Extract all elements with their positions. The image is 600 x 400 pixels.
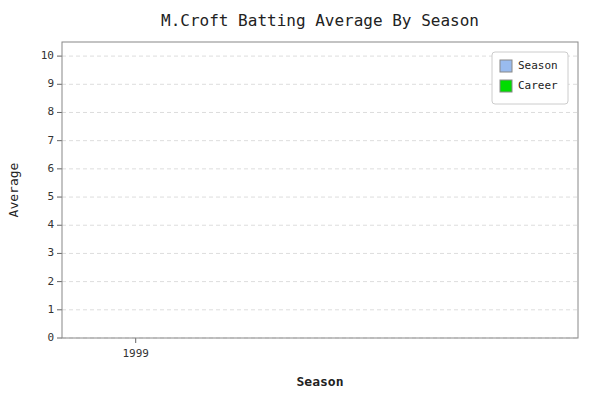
tick-label: 10 — [41, 49, 54, 62]
tick-mark — [57, 225, 62, 226]
plot-frame — [62, 42, 578, 338]
tick-mark — [135, 338, 136, 343]
tick-mark — [57, 140, 62, 141]
tick-mark — [57, 168, 62, 169]
grid-line — [62, 197, 578, 198]
tick-label: 0 — [47, 331, 54, 344]
tick-label: 3 — [47, 246, 54, 259]
chart-container: 0 1 2 3 4 5 6 7 8 9 10 1999 M.Croft Batting Average … — [0, 0, 600, 400]
legend-label: Career — [518, 79, 558, 92]
tick-mark — [57, 56, 62, 57]
tick-mark — [57, 84, 62, 85]
tick-label: 5 — [47, 190, 54, 203]
tick-label: 4 — [47, 218, 54, 231]
x-axis-label: Season — [297, 374, 344, 389]
grid-line — [62, 253, 578, 254]
tick-label: 1 — [47, 303, 54, 316]
y-axis-label: Average — [6, 162, 21, 217]
tick-label: 8 — [47, 105, 54, 118]
tick-mark — [57, 253, 62, 254]
grid-line — [62, 140, 578, 141]
grid-line — [62, 309, 578, 310]
x-axis: 1999 — [122, 338, 149, 360]
legend-label: Season — [518, 59, 558, 72]
plot-background — [62, 42, 578, 338]
grid-line — [62, 225, 578, 226]
tick-label: 2 — [47, 275, 54, 288]
tick-label: 1999 — [122, 347, 149, 360]
tick-mark — [57, 112, 62, 113]
legend-box — [492, 52, 568, 104]
tick-mark — [57, 338, 62, 339]
tick-mark — [57, 281, 62, 282]
title: M.Croft Batting Average By Season — [161, 11, 479, 30]
tick-mark — [57, 309, 62, 310]
legend-swatch — [500, 80, 512, 92]
y-axis: 0 1 2 3 4 5 6 7 8 9 10 — [41, 49, 578, 344]
grid-line — [62, 112, 578, 113]
chart: 0 1 2 3 4 5 6 7 8 9 10 1999 M.Croft Batting Average … — [0, 0, 600, 400]
tick-label: 9 — [47, 77, 54, 90]
tick-label: 7 — [47, 134, 54, 147]
legend: Season Career — [492, 52, 568, 104]
grid-line — [62, 281, 578, 282]
tick-label: 6 — [47, 162, 54, 175]
grid-line — [62, 168, 578, 169]
legend-swatch — [500, 60, 512, 72]
tick-mark — [57, 197, 62, 198]
